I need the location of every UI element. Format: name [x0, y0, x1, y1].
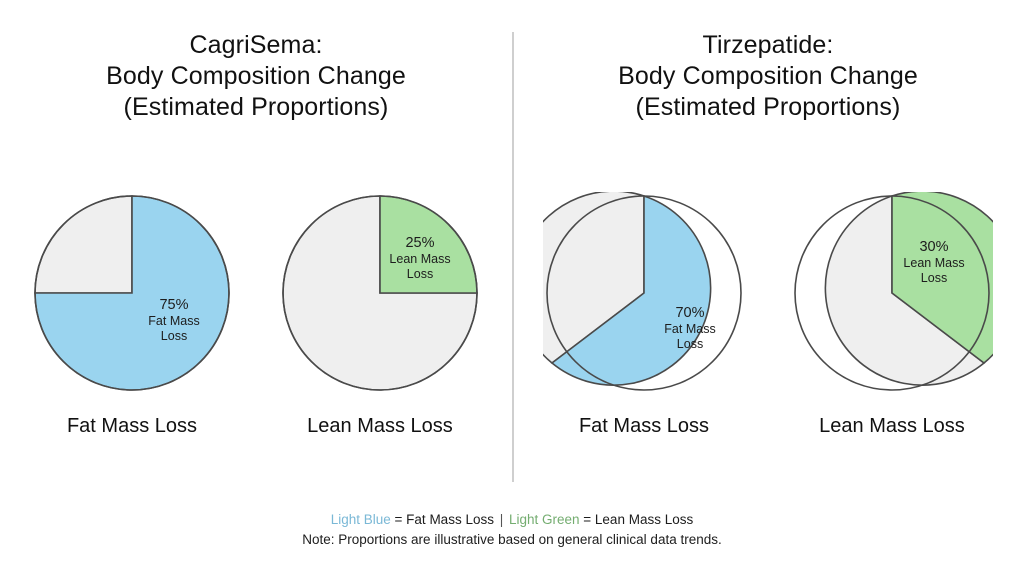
pie-block-cagrisema-fat: 75% Fat Mass Loss Fat Mass Loss [17, 192, 247, 438]
footer: Light Blue = Fat Mass Loss | Light Green… [0, 510, 1024, 550]
pie-caption-tirzepatide-lean: Lean Mass Loss [819, 415, 965, 437]
pie-slice-fat-mass [550, 194, 712, 386]
legend-green-term: Light Green [505, 512, 580, 527]
pie-outline [546, 195, 742, 391]
panel-title-line-3: (Estimated Proportions) [123, 93, 389, 121]
panel-cagrisema: CagriSema: Body Composition Change (Esti… [0, 0, 512, 500]
pie-block-tirzepatide-fat: 70% Fat Mass Loss Fat Mass Loss [529, 192, 759, 438]
pie-svg-tirzepatide-lean [794, 192, 993, 391]
pie-caption-cagrisema-lean: Lean Mass Loss [307, 415, 453, 437]
pie-outline [794, 195, 990, 391]
panel-title-line-1: Tirzepatide: [702, 31, 834, 59]
pie-slice-remainder [543, 192, 645, 365]
pie-slice-remainder [34, 195, 133, 294]
pie-chart-cagrisema-lean[interactable]: 25% Lean Mass Loss [279, 192, 481, 394]
panel-title-line-2: Body Composition Change [106, 62, 406, 90]
footnote-note: Note: Proportions are illustrative based… [302, 532, 722, 547]
pie-block-cagrisema-lean: 25% Lean Mass Loss Lean Mass Loss [265, 192, 495, 438]
pie-caption-tirzepatide-fat: Fat Mass Loss [578, 415, 710, 437]
legend-line: Light Blue = Fat Mass Loss | Light Green… [0, 510, 1024, 530]
panel-title-tirzepatide: Tirzepatide: Body Composition Change (Es… [512, 30, 1024, 123]
panel-divider [512, 32, 514, 482]
panel-title-cagrisema: CagriSema: Body Composition Change (Esti… [0, 30, 512, 123]
pie-group-tirzepatide: 70% Fat Mass Loss Fat Mass Loss [512, 192, 1024, 438]
pie-outline [282, 195, 478, 391]
legend-blue-definition: = Fat Mass Loss [390, 512, 498, 527]
pie-outline [34, 195, 230, 391]
pie-slice-remainder [824, 194, 986, 386]
pie-svg-cagrisema-fat [34, 195, 230, 391]
pie-caption-cagrisema-fat: Fat Mass Loss [66, 415, 198, 437]
legend-green-definition: = Lean Mass Loss [579, 512, 694, 527]
pie-slice-lean-mass [379, 195, 478, 294]
pie-svg-cagrisema-lean [282, 195, 478, 391]
panel-tirzepatide: Tirzepatide: Body Composition Change (Es… [512, 0, 1024, 500]
pie-svg-tirzepatide-fat [543, 192, 742, 391]
legend-blue-term: Light Blue [330, 512, 391, 527]
pie-chart-tirzepatide-fat[interactable]: 70% Fat Mass Loss [543, 192, 745, 394]
panel-title-line-3: (Estimated Proportions) [635, 93, 901, 121]
pie-slice-lean-mass [891, 192, 993, 365]
pie-chart-tirzepatide-lean[interactable]: 30% Lean Mass Loss [791, 192, 993, 394]
legend-separator: | [499, 512, 504, 527]
panel-title-line-2: Body Composition Change [618, 62, 918, 90]
pie-chart-cagrisema-fat[interactable]: 75% Fat Mass Loss [31, 192, 233, 394]
pie-group-cagrisema: 75% Fat Mass Loss Fat Mass Loss [0, 192, 512, 438]
pie-block-tirzepatide-lean: 30% Lean Mass Loss Lean Mass Loss [777, 192, 1007, 438]
panel-title-line-1: CagriSema: [189, 31, 323, 59]
